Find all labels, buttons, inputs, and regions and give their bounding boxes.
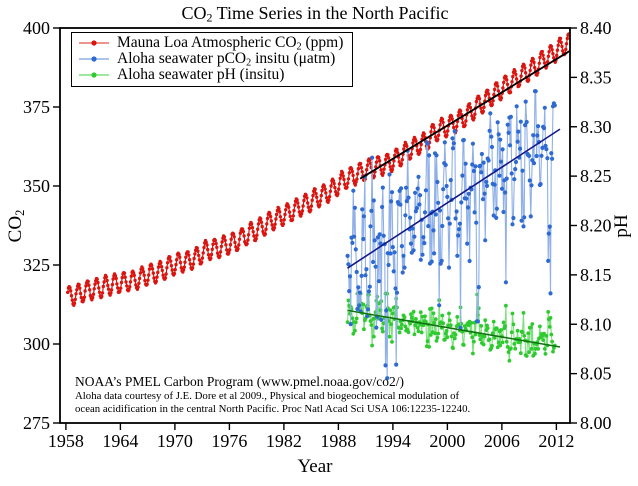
legend-marker-icon [79, 40, 109, 46]
y-right-tick-label: 8.40 [580, 18, 612, 38]
y-right-tick-label: 8.20 [580, 216, 612, 236]
trend-line-pco2-trend [347, 128, 561, 269]
annotation-line-3: ocean acidification in the central North… [75, 402, 471, 415]
x-tick-label: 2000 [429, 431, 465, 451]
y-left-tick-label: 375 [23, 97, 50, 117]
x-tick-label: 1964 [102, 431, 138, 451]
x-tick-label: 2012 [538, 431, 574, 451]
y-right-tick-label: 8.35 [580, 67, 612, 87]
x-tick-label: 2006 [484, 431, 520, 451]
trend-line-mauna-loa-trend [359, 49, 571, 180]
y-left-tick-label: 275 [23, 413, 50, 433]
legend-entry-1: Aloha seawater pCO2 insitu (μatm) [77, 50, 343, 69]
annotation: NOAA’s PMEL Carbon Program (www.pmel.noa… [75, 374, 470, 415]
legend: Mauna Loa Atmospheric CO2 (ppm) Aloha sea… [71, 32, 354, 87]
y-axis-label-left: CO2 [5, 210, 27, 243]
title-pre: CO [181, 3, 207, 23]
x-axis-label: Year [297, 456, 333, 477]
series-pco2-line [347, 90, 556, 379]
x-tick-label: 1970 [157, 431, 193, 451]
series-pco2 [345, 89, 557, 381]
legend-marker-icon [79, 56, 109, 62]
annotation-line-1: NOAA’s PMEL Carbon Program (www.pmel.noa… [75, 374, 404, 389]
y-left-tick-label: 400 [23, 18, 50, 38]
series-mauna-loa [66, 32, 571, 307]
series-ph-markers [345, 291, 557, 363]
y-right-tick-label: 8.30 [580, 117, 612, 137]
y-right-tick-label: 8.15 [580, 265, 612, 285]
y-right-tick-label: 8.10 [580, 314, 612, 334]
y-right-tick-label: 8.05 [580, 364, 612, 384]
legend-entry-0: Mauna Loa Atmospheric CO2 (ppm) [77, 34, 344, 53]
y-left-label-text: CO [5, 215, 26, 243]
y-right-tick-label: 8.00 [580, 413, 612, 433]
title-subscript: 2 [206, 10, 213, 25]
series-pco2-markers [345, 89, 557, 381]
axis-ticks: 1958 1964 1970 1976 1982 1988 1994 2000 2006 2012… [23, 18, 612, 451]
legend-marker-icon [79, 72, 109, 78]
series-mauna-loa-markers [66, 32, 571, 307]
y-left-label-subscript: 2 [12, 209, 27, 216]
legend-label: Aloha seawater pCO2 insitu (μatm) [117, 50, 336, 69]
y-left-tick-label: 350 [23, 176, 50, 196]
y-right-tick-label: 8.25 [580, 166, 612, 186]
legend-entry-2: Aloha seawater pH (insitu) [77, 67, 343, 83]
x-tick-label: 1976 [211, 431, 247, 451]
x-tick-label: 1982 [266, 431, 302, 451]
page-title: CO2 Time Series in the North Pacific [60, 3, 570, 24]
legend-label: Mauna Loa Atmospheric CO2 (ppm) [117, 34, 344, 53]
x-tick-label: 1958 [48, 431, 84, 451]
series-ph [345, 291, 557, 363]
plot-frame [59, 27, 571, 424]
title-post: Time Series in the North Pacific [212, 3, 449, 23]
legend-label: Aloha seawater pH (insitu) [117, 66, 285, 83]
annotation-line-2: Aloha data courtesy of J.E. Dore et al 2… [75, 390, 460, 402]
x-tick-label: 1994 [375, 431, 411, 451]
y-axis-label-right: pH [611, 214, 632, 238]
x-tick-label: 1988 [320, 431, 356, 451]
y-left-tick-label: 300 [23, 334, 50, 354]
trend-line-ph-trend [347, 309, 561, 348]
y-left-tick-label: 325 [23, 255, 50, 275]
